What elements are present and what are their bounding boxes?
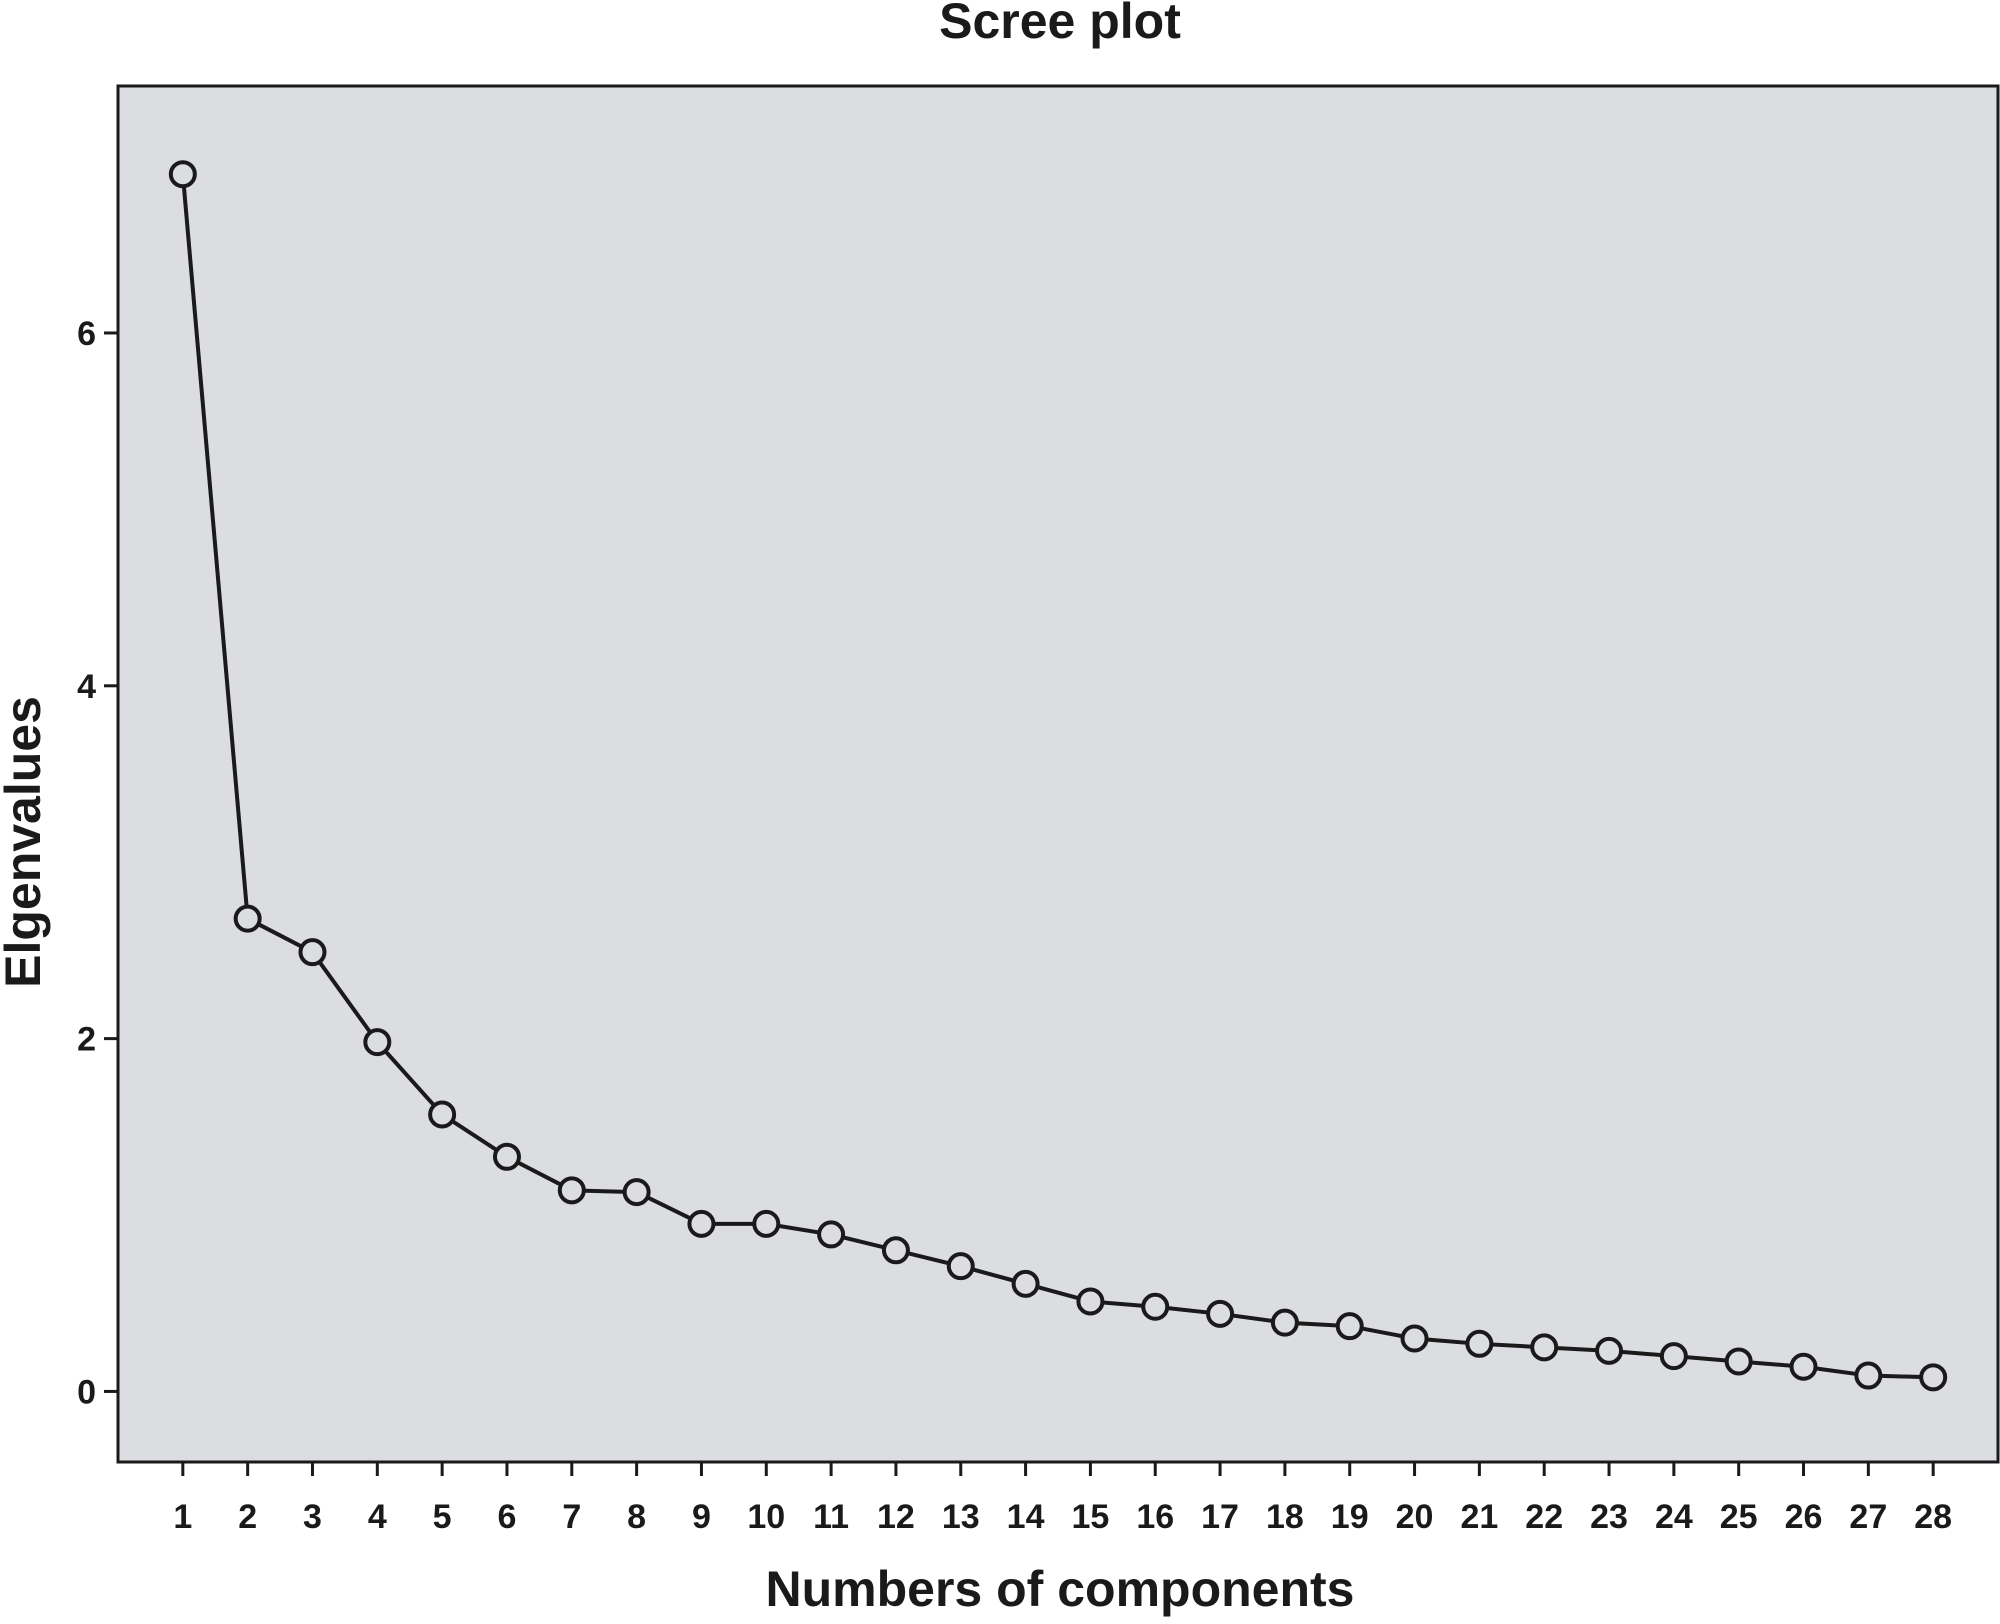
x-tick-label-17: 17: [1201, 1498, 1239, 1536]
x-tick-label-21: 21: [1460, 1498, 1498, 1536]
data-point-11: [817, 1220, 846, 1249]
series-elgenvalues: [168, 160, 1948, 1392]
x-tick-label-14: 14: [1007, 1498, 1045, 1536]
x-tick-label-18: 18: [1266, 1498, 1304, 1536]
data-point-19: [1335, 1312, 1364, 1341]
x-tick-label-2: 2: [238, 1498, 257, 1536]
data-point-5: [428, 1100, 457, 1129]
x-tick-label-22: 22: [1525, 1498, 1563, 1536]
data-point-18: [1270, 1308, 1299, 1337]
data-point-12: [881, 1236, 910, 1265]
x-tick-label-25: 25: [1720, 1498, 1758, 1536]
data-point-20: [1400, 1324, 1429, 1353]
data-point-22: [1530, 1333, 1559, 1362]
x-tick-label-13: 13: [942, 1498, 980, 1536]
data-point-1: [168, 160, 197, 189]
y-axis: 0 2 4 6: [77, 315, 118, 1411]
y-tick-label-0: 0: [77, 1373, 96, 1411]
x-tick-label-23: 23: [1590, 1498, 1628, 1536]
data-point-26: [1789, 1352, 1818, 1381]
data-point-28: [1919, 1363, 1948, 1392]
x-tick-label-16: 16: [1136, 1498, 1174, 1536]
x-tick-label-28: 28: [1914, 1498, 1952, 1536]
chart-title: Scree plot: [939, 0, 1181, 49]
y-tick-label-6: 6: [77, 315, 96, 353]
data-point-25: [1724, 1347, 1753, 1376]
data-point-16: [1141, 1292, 1170, 1321]
x-tick-label-20: 20: [1396, 1498, 1434, 1536]
data-point-7: [557, 1176, 586, 1205]
y-axis-label: Elgenvalues: [0, 696, 51, 988]
x-tick-label-1: 1: [173, 1498, 192, 1536]
x-tick-label-26: 26: [1785, 1498, 1823, 1536]
data-point-2: [233, 904, 262, 933]
data-point-21: [1465, 1329, 1494, 1358]
x-axis-label: Numbers of components: [766, 1561, 1355, 1617]
x-tick-label-12: 12: [877, 1498, 915, 1536]
data-point-10: [752, 1209, 781, 1238]
data-point-8: [622, 1178, 651, 1207]
data-point-27: [1854, 1361, 1883, 1390]
data-point-15: [1076, 1287, 1105, 1316]
data-point-17: [1206, 1299, 1235, 1328]
x-axis: 1 2 3 4 5 6 7 8 9 10 11 12 13 14 15 16 17 18 19 20 21 22 23 24 2…: [173, 1462, 1952, 1536]
x-tick-label-10: 10: [747, 1498, 785, 1536]
data-point-6: [492, 1142, 521, 1171]
data-point-9: [687, 1209, 716, 1238]
y-tick-label-2: 2: [77, 1021, 96, 1059]
series-line: [180, 174, 1934, 1380]
data-point-3: [298, 938, 327, 967]
x-tick-label-27: 27: [1849, 1498, 1887, 1536]
x-tick-label-9: 9: [692, 1498, 711, 1536]
x-tick-label-19: 19: [1331, 1498, 1369, 1536]
x-tick-label-15: 15: [1071, 1498, 1109, 1536]
x-tick-label-24: 24: [1655, 1498, 1693, 1536]
x-tick-label-5: 5: [433, 1498, 452, 1536]
x-tick-label-11: 11: [813, 1498, 849, 1536]
data-point-14: [1011, 1269, 1040, 1298]
x-tick-label-4: 4: [368, 1498, 387, 1536]
data-point-24: [1659, 1342, 1688, 1371]
data-point-4: [363, 1028, 392, 1057]
x-tick-label-7: 7: [562, 1498, 581, 1536]
data-point-13: [946, 1252, 975, 1281]
y-tick-label-4: 4: [77, 668, 96, 706]
plot-area: [116, 84, 2000, 1464]
x-tick-label-6: 6: [498, 1498, 517, 1536]
x-tick-label-3: 3: [303, 1498, 322, 1536]
x-tick-label-8: 8: [627, 1498, 646, 1536]
data-point-23: [1595, 1336, 1624, 1365]
